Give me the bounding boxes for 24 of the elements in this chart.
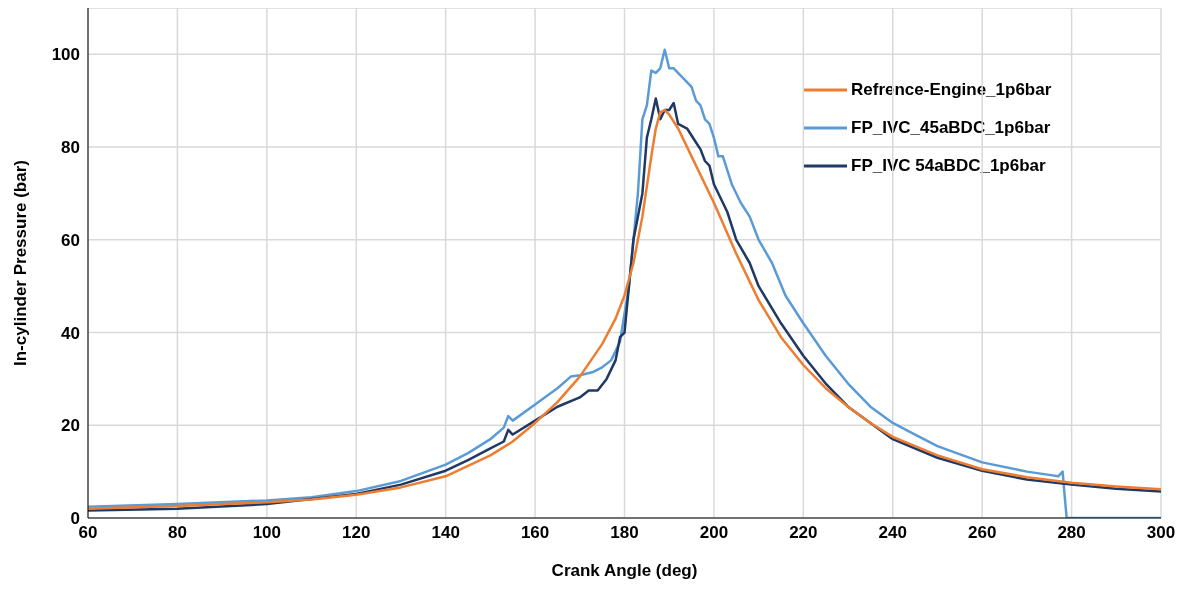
x-tick-label: 280	[1057, 523, 1086, 543]
y-axis-title: In-cylinder Pressure (bar)	[11, 160, 31, 366]
y-tick-label: 40	[61, 323, 80, 343]
x-tick-label: 260	[967, 523, 997, 543]
x-tick-label: 300	[1146, 523, 1176, 543]
x-tick-label: 240	[878, 523, 907, 543]
y-tick-label: 0	[70, 509, 80, 529]
x-axis-title: Crank Angle (deg)	[551, 561, 698, 580]
y-tick-label: 80	[61, 138, 80, 158]
x-tick-label: 220	[789, 523, 818, 543]
x-tick-label: 100	[252, 523, 282, 543]
x-tick-label: 60	[78, 523, 98, 543]
x-tick-label: 140	[431, 523, 460, 543]
y-tick-label: 100	[51, 45, 80, 65]
x-tick-label: 120	[342, 523, 371, 543]
x-tick-label: 180	[610, 523, 639, 543]
legend-label: FP_IVC_45aBDC_1p6bar	[851, 118, 1051, 138]
y-tick-label: 60	[61, 230, 80, 250]
y-tick-label: 20	[61, 416, 80, 436]
legend-label: Refrence-Engine_1p6bar	[851, 80, 1052, 100]
x-tick-label: 160	[520, 523, 550, 543]
legend-label: FP_IVC 54aBDC_1p6bar	[851, 156, 1046, 176]
x-tick-label: 200	[699, 523, 729, 543]
x-tick-label: 80	[167, 523, 187, 543]
